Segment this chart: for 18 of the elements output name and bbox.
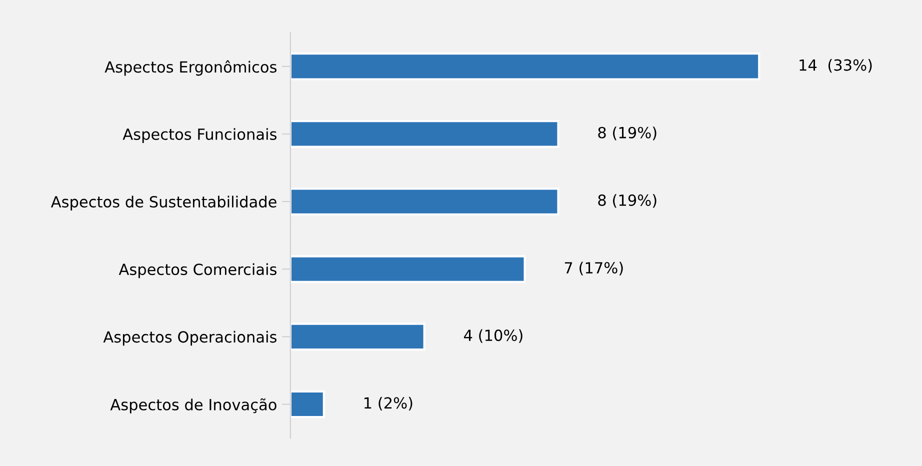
data-label: 1 (2%) <box>364 396 412 410</box>
y-tick-label: Aspectos de Sustentabilidade <box>50 196 276 211</box>
y-tick-label: Aspectos Funcionais <box>122 128 276 143</box>
data-label: 8 (19%) <box>598 126 656 140</box>
data-label: 8 (19%) <box>598 194 656 208</box>
y-tick-label: Aspectos Ergonômicos <box>104 60 276 76</box>
data-label: 14 (33%) <box>800 59 872 73</box>
y-tick-label: Aspectos Operacionais <box>103 330 276 346</box>
bar <box>290 120 560 148</box>
bar <box>290 255 526 283</box>
data-label: 4 (10%) <box>464 329 522 343</box>
y-tick-label: Aspectos de Inovação <box>110 398 276 414</box>
bar <box>290 52 760 80</box>
bar <box>290 322 426 351</box>
data-label: 7 (17%) <box>564 262 623 276</box>
bar <box>290 390 325 418</box>
y-tick-label: Aspectos Comerciais <box>118 263 276 278</box>
bar <box>290 188 560 216</box>
